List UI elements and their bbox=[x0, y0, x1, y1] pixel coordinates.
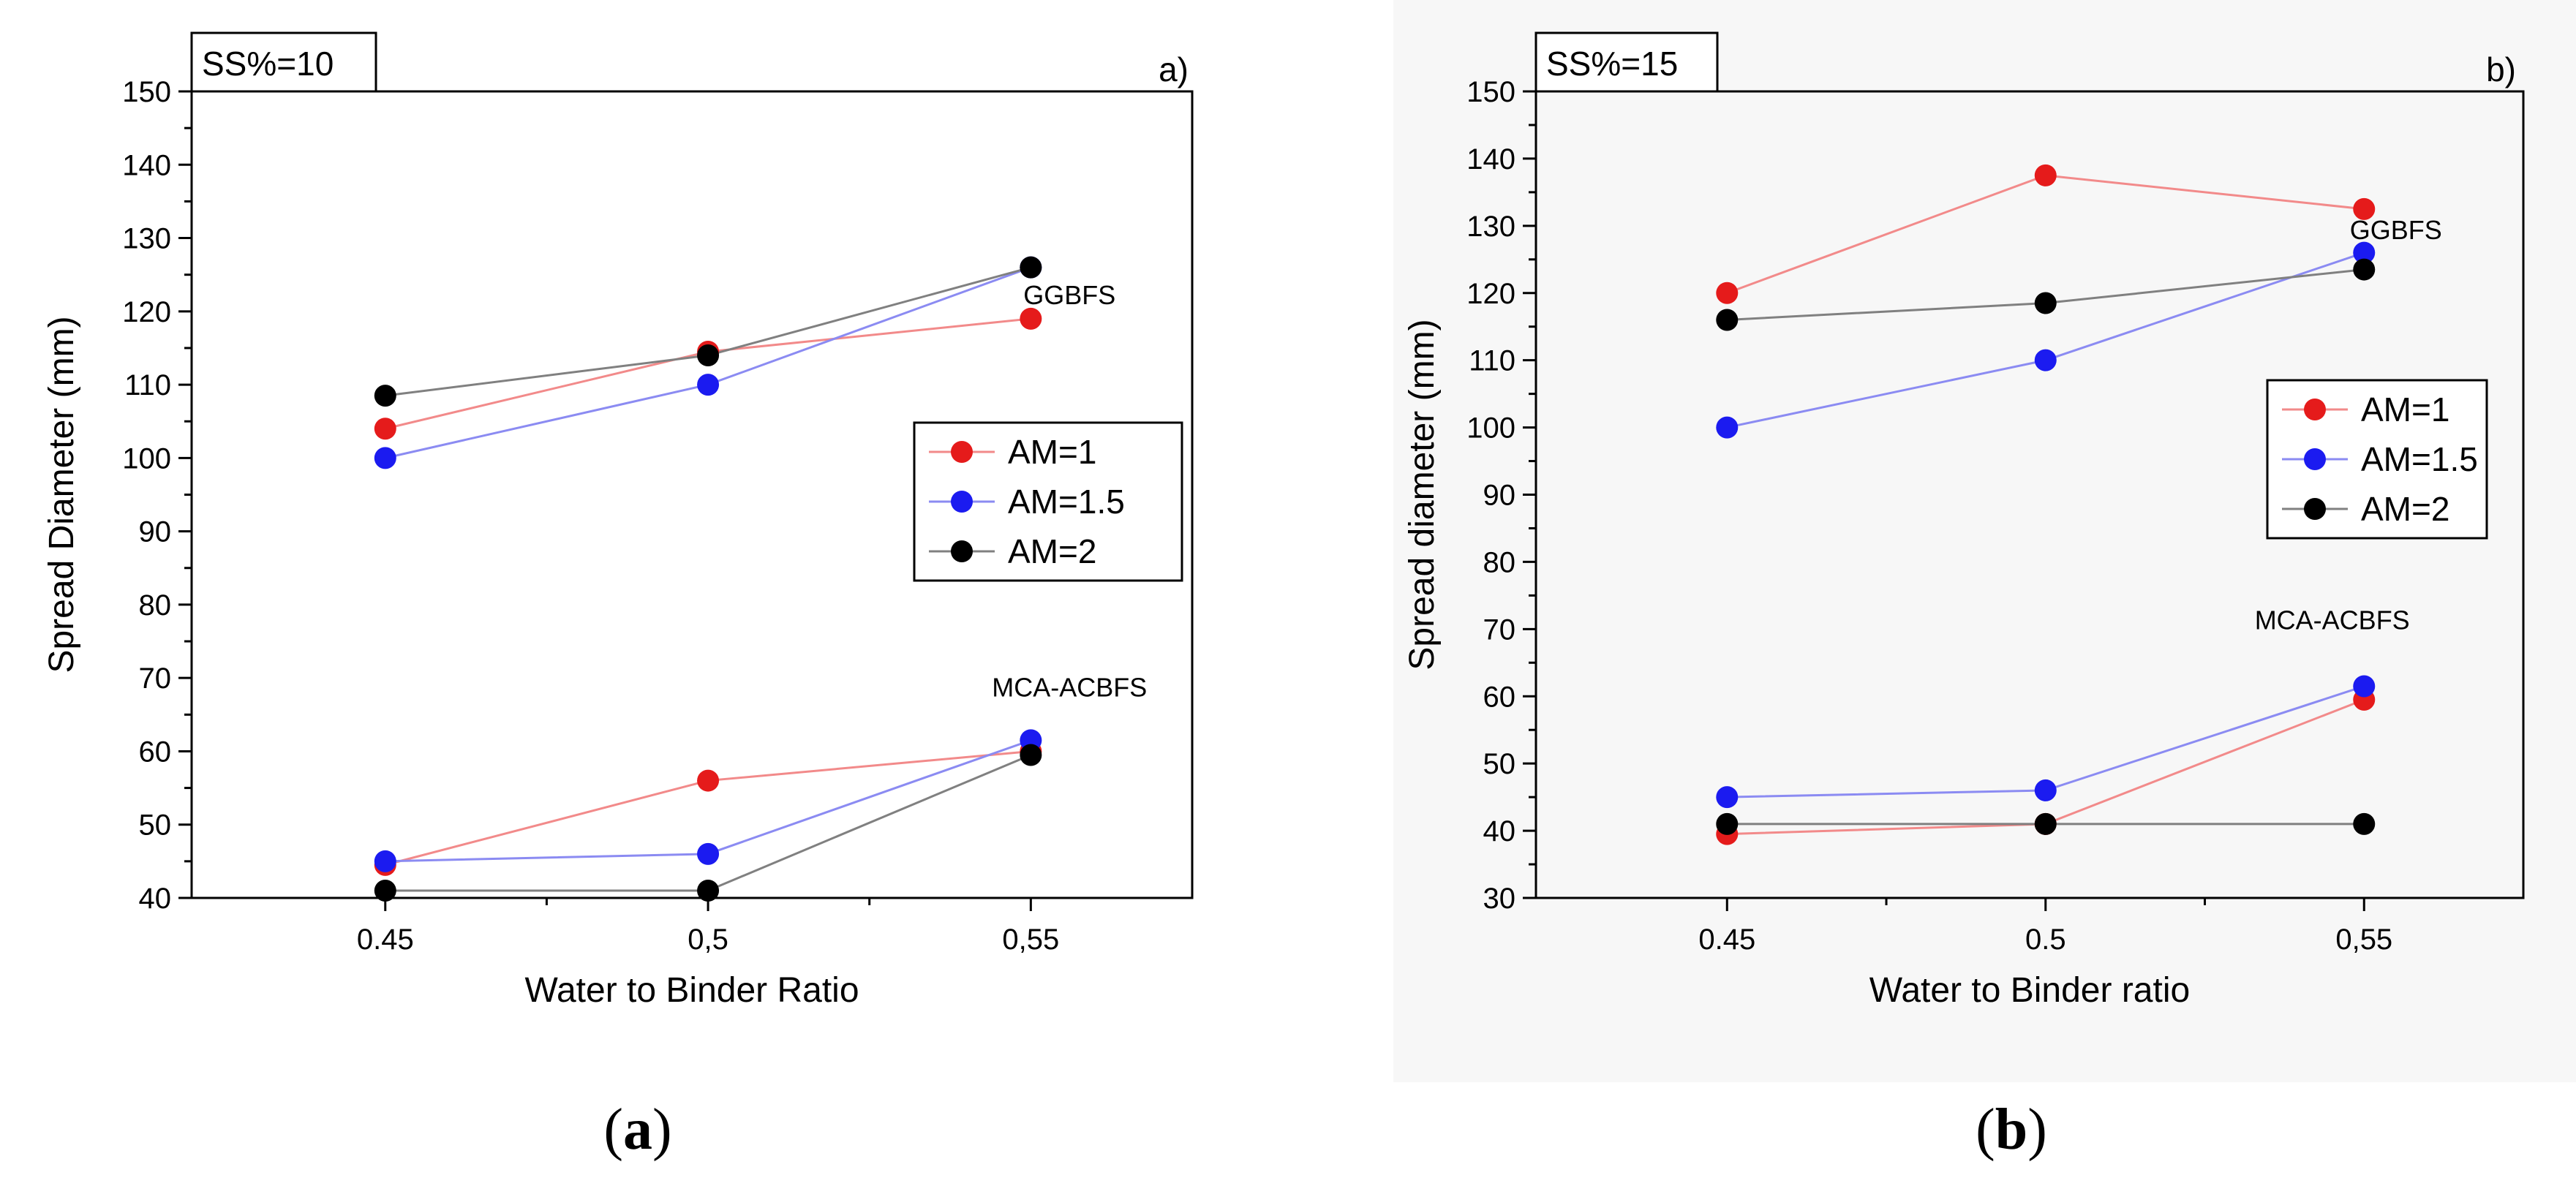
y-tick-label: 150 bbox=[122, 76, 171, 108]
legend-label: AM=2 bbox=[1008, 532, 1096, 570]
data-point-ggbfs-AM2 bbox=[2353, 258, 2376, 281]
y-tick-label: 130 bbox=[122, 223, 171, 255]
x-tick-label: 0.45 bbox=[357, 924, 414, 956]
y-tick-label: 70 bbox=[1483, 613, 1516, 646]
x-tick-label: 0,55 bbox=[1002, 924, 1059, 956]
y-tick-label: 30 bbox=[1483, 883, 1516, 915]
y-tick-label: 90 bbox=[1483, 480, 1516, 512]
legend-label: AM=1 bbox=[2361, 390, 2449, 428]
caption-a-letter: a bbox=[623, 1098, 652, 1162]
data-point-ggbfs-AM15 bbox=[374, 447, 396, 469]
data-point-mca-acbfs-AM2 bbox=[2353, 812, 2376, 835]
y-tick-label: 100 bbox=[1466, 412, 1515, 445]
data-point-ggbfs-AM1 bbox=[374, 418, 396, 440]
data-point-mca-acbfs-AM2 bbox=[1020, 744, 1042, 766]
series-line-ggbfs-AM1 bbox=[385, 317, 1031, 430]
legend-label: AM=1.5 bbox=[2361, 440, 2478, 478]
y-tick-label: 90 bbox=[139, 516, 172, 548]
chart-panel-1: 30 40 50 60 70 80 90 100 110 120 130 140 150 0.45 0.5 0… bbox=[1403, 31, 2525, 1010]
y-tick-label: 100 bbox=[122, 442, 171, 475]
y-tick-label: 70 bbox=[139, 662, 172, 695]
x-tick-label: 0,55 bbox=[2335, 924, 2392, 956]
data-point-mca-acbfs-AM15 bbox=[1716, 786, 1739, 809]
legend-marker bbox=[2304, 448, 2326, 470]
data-point-ggbfs-AM2 bbox=[374, 385, 396, 407]
caption-b: (b) bbox=[1976, 1098, 2047, 1162]
data-point-mca-acbfs-AM15 bbox=[697, 842, 720, 865]
y-tick-label: 140 bbox=[122, 149, 171, 181]
data-point-ggbfs-AM1 bbox=[1020, 307, 1042, 330]
group-label: MCA-ACBFS bbox=[992, 672, 1147, 702]
condition-box bbox=[1534, 31, 1719, 93]
legend-marker bbox=[951, 441, 973, 463]
data-point-mca-acbfs-AM2 bbox=[1716, 812, 1739, 835]
y-tick-label: 60 bbox=[139, 736, 172, 768]
y-tick-label: 50 bbox=[1483, 748, 1516, 780]
legend-label: AM=1.5 bbox=[1008, 483, 1125, 521]
chart-panel-0: 40 50 60 70 80 90 100 110 120 130 140 150 0.45 0,5 0,5… bbox=[42, 31, 1194, 1010]
condition-box bbox=[190, 31, 377, 93]
y-axis-title: Spread diameter (mm) bbox=[1403, 319, 1442, 670]
legend-marker bbox=[951, 491, 973, 513]
data-point-ggbfs-AM2 bbox=[1020, 256, 1042, 279]
legend-marker bbox=[2304, 498, 2326, 520]
y-tick-label: 60 bbox=[1483, 681, 1516, 713]
legend-label: AM=1 bbox=[1008, 433, 1096, 471]
x-tick-label: 0.45 bbox=[1698, 924, 1755, 956]
x-tick-label: 0.5 bbox=[2025, 924, 2066, 956]
panel-b-background bbox=[1393, 0, 2576, 1082]
data-point-ggbfs-AM15 bbox=[1716, 416, 1739, 439]
data-point-mca-acbfs-AM2 bbox=[697, 879, 720, 902]
data-point-ggbfs-AM1 bbox=[1716, 282, 1739, 304]
y-tick-label: 130 bbox=[1466, 211, 1515, 243]
legend-marker bbox=[2304, 399, 2326, 420]
y-tick-label: 110 bbox=[124, 369, 171, 401]
y-tick-label: 80 bbox=[139, 589, 172, 622]
series-line-ggbfs-AM1 bbox=[1726, 174, 2365, 295]
data-point-mca-acbfs-AM15 bbox=[2034, 779, 2057, 801]
group-label: MCA-ACBFS bbox=[2255, 605, 2410, 635]
y-tick-label: 120 bbox=[1466, 278, 1515, 310]
data-point-mca-acbfs-AM1 bbox=[697, 769, 720, 792]
group-label: GGBFS bbox=[1023, 280, 1115, 310]
data-point-ggbfs-AM1 bbox=[2034, 164, 2057, 186]
data-point-ggbfs-AM2 bbox=[1716, 309, 1739, 331]
y-tick-label: 40 bbox=[1483, 815, 1516, 847]
data-point-mca-acbfs-AM15 bbox=[374, 850, 396, 872]
y-tick-label: 80 bbox=[1483, 546, 1516, 578]
data-point-ggbfs-AM2 bbox=[2034, 292, 2057, 314]
data-point-ggbfs-AM15 bbox=[2353, 241, 2376, 264]
x-tick-label: 0,5 bbox=[688, 924, 728, 956]
y-tick-label: 150 bbox=[1466, 76, 1515, 108]
data-point-mca-acbfs-AM2 bbox=[2034, 812, 2057, 835]
y-axis-title: Spread Diameter (mm) bbox=[42, 316, 81, 673]
condition-label: SS%=15 bbox=[1546, 45, 1678, 83]
y-tick-label: 40 bbox=[139, 883, 172, 915]
x-axis-title: Water to Binder ratio bbox=[1869, 971, 2190, 1010]
x-axis-title: Water to Binder Ratio bbox=[524, 971, 859, 1010]
panel-label: b) bbox=[2486, 50, 2516, 88]
group-label: GGBFS bbox=[2350, 215, 2442, 245]
data-point-ggbfs-AM15 bbox=[697, 374, 720, 396]
caption-a: (a) bbox=[603, 1098, 672, 1162]
legend-label: AM=2 bbox=[2361, 490, 2449, 528]
condition-label: SS%=10 bbox=[202, 45, 334, 83]
data-point-ggbfs-AM2 bbox=[697, 344, 720, 366]
data-point-mca-acbfs-AM15 bbox=[2353, 675, 2376, 698]
y-tick-label: 110 bbox=[1469, 345, 1515, 377]
y-tick-label: 50 bbox=[139, 809, 172, 842]
y-tick-label: 120 bbox=[122, 296, 171, 328]
data-point-mca-acbfs-AM2 bbox=[374, 879, 396, 902]
data-point-ggbfs-AM1 bbox=[2353, 197, 2376, 220]
data-point-ggbfs-AM15 bbox=[2034, 349, 2057, 371]
legend-marker bbox=[951, 540, 973, 562]
caption-b-letter: b bbox=[1995, 1098, 2028, 1162]
y-tick-label: 140 bbox=[1466, 143, 1515, 175]
panel-label: a) bbox=[1159, 50, 1189, 88]
